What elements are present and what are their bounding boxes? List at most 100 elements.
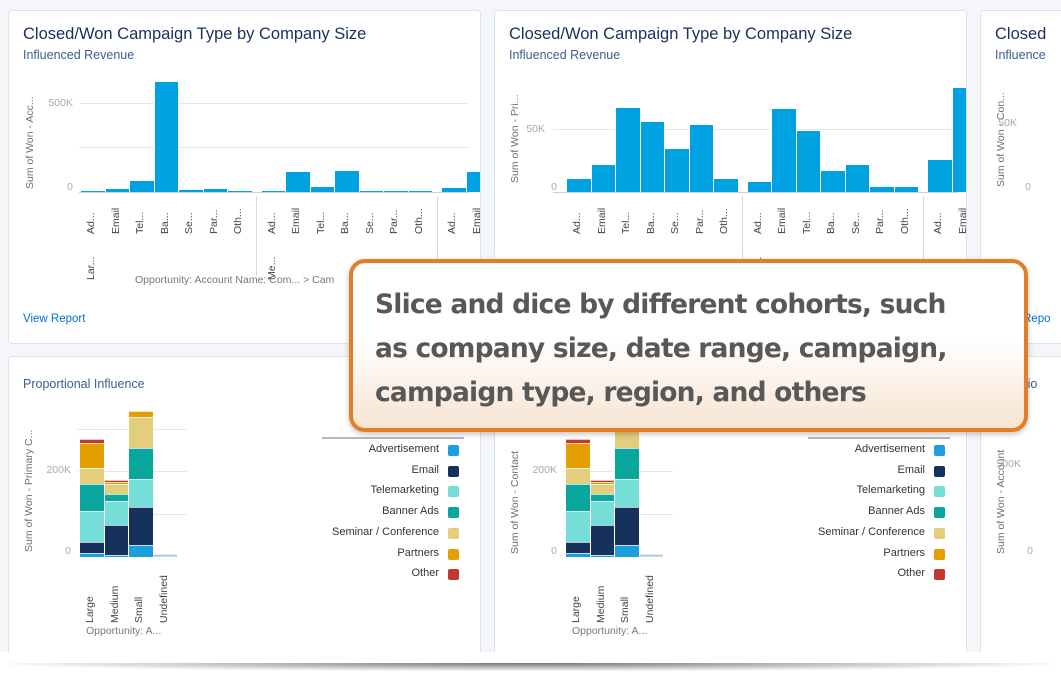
legend-swatch-icon: [448, 486, 459, 498]
stack-segment: [79, 443, 104, 468]
stack-segment: [103, 483, 128, 494]
stack-segment: [103, 494, 128, 502]
stack-segment: [152, 555, 177, 557]
x-tick-label: Se...: [849, 212, 862, 234]
y-tick: 50K: [998, 117, 1017, 129]
bar: [358, 191, 383, 192]
x-tick-label: Email: [290, 207, 303, 234]
bar: [927, 159, 952, 192]
x-tick-label: Email: [776, 207, 789, 234]
x-tick-label: Small: [133, 596, 146, 623]
stack-segment: [128, 507, 153, 545]
stack-segment: [128, 417, 153, 449]
stack-segment: [614, 479, 639, 508]
bar: [566, 179, 591, 192]
x-tick-label: Email: [470, 207, 481, 234]
stack-segment: [638, 554, 663, 555]
legend-swatch-icon: [934, 465, 945, 477]
y-tick: 500K: [996, 458, 1021, 470]
callout-line-1: Slice and dice by different cohorts, suc…: [375, 289, 946, 320]
stack-segment: [589, 494, 614, 502]
stack-segment: [565, 552, 590, 557]
bar: [465, 172, 480, 192]
x-tick-label: Medium: [594, 585, 607, 623]
gridline: [79, 103, 469, 104]
y-axis-label: Sum of Won - Primary C...: [23, 429, 35, 552]
y-tick: 0: [1025, 181, 1031, 193]
legend-swatch-icon: [934, 445, 945, 456]
bar: [153, 81, 178, 192]
x-tick-label: Small: [619, 596, 632, 623]
bar: [202, 189, 227, 192]
bar: [664, 149, 689, 192]
x-tick-label: Tel...: [800, 211, 813, 234]
stack-segment: [638, 555, 663, 557]
x-tick-label: Se...: [363, 212, 376, 234]
stack-segment: [152, 554, 177, 556]
gridline: [553, 129, 958, 130]
stack-segment: [79, 467, 104, 485]
legend-swatch-icon: [448, 548, 459, 560]
y-tick: 200K: [46, 464, 71, 476]
stack-segment: [128, 545, 153, 557]
legend-item: Telemarketing: [370, 484, 439, 497]
legend-swatch-icon: [448, 507, 459, 519]
group-separator: [256, 196, 257, 276]
bar: [688, 124, 713, 192]
view-report-link[interactable]: View Report: [23, 313, 86, 325]
legend-item: Advertisement: [854, 443, 925, 455]
card-title: Closed/Won Campaign Type by Company Size: [509, 25, 853, 43]
y-tick: 0: [65, 545, 71, 557]
stack-segment: [152, 554, 177, 555]
stack-segment: [103, 524, 128, 555]
card-subtitle: Influenced Revenue: [23, 48, 135, 62]
legend-item: Other: [897, 567, 925, 580]
x-tick-label: Email: [595, 207, 608, 234]
x-tick-label: Tel...: [134, 211, 147, 234]
gridline: [79, 192, 469, 193]
x-tick-label: Ad...: [265, 212, 278, 234]
card-title: Closed/Won Campaign Type by Company Size: [23, 25, 367, 43]
bar: [615, 107, 640, 192]
x-tick-label: Se...: [183, 212, 196, 234]
view-report-link[interactable]: Repo: [1023, 313, 1051, 325]
card-title: Proportional Influence: [23, 377, 145, 391]
x-tick-label: Large: [570, 596, 583, 623]
legend-item: Banner Ads: [868, 505, 925, 518]
bar: [951, 88, 966, 192]
x-tick-label: Ad...: [85, 212, 98, 234]
stack-segment: [565, 438, 590, 443]
y-tick: 0: [551, 181, 557, 193]
callout-line-2: as company size, date range, campaign,: [375, 333, 947, 364]
bar: [795, 130, 820, 192]
bar: [590, 165, 615, 192]
bar: [407, 191, 432, 192]
legend-swatch-icon: [934, 548, 945, 560]
bar: [771, 108, 796, 192]
chart-card-campaign-type-1: Closed/Won Campaign Type by Company Size…: [8, 10, 481, 344]
stack-segment: [565, 484, 590, 511]
x-tick-label: Ba...: [644, 212, 657, 234]
stack-segment: [638, 554, 663, 556]
bar: [129, 181, 154, 192]
x-axis-title: Opportunity: A...: [86, 625, 162, 637]
bar: [178, 190, 203, 192]
bar: [713, 179, 738, 192]
bar: [639, 121, 664, 192]
legend-swatch-icon: [448, 569, 459, 581]
stack-segment: [79, 552, 104, 557]
stack-segment: [589, 524, 614, 555]
legend-item: Email: [897, 463, 925, 476]
y-tick: 500K: [48, 97, 73, 109]
x-tick-label: Ba...: [339, 212, 352, 234]
legend-item: Partners: [397, 546, 439, 559]
bar: [80, 190, 105, 192]
bar: [309, 187, 334, 192]
x-tick-label: Medium: [108, 585, 121, 623]
x-tick-label: Oth...: [412, 208, 425, 234]
stack-segment: [565, 467, 590, 485]
x-tick-label: Par...: [207, 209, 220, 234]
gridline: [79, 147, 469, 148]
stack-segment: [565, 510, 590, 543]
x-tick-label: Oth...: [718, 208, 731, 234]
